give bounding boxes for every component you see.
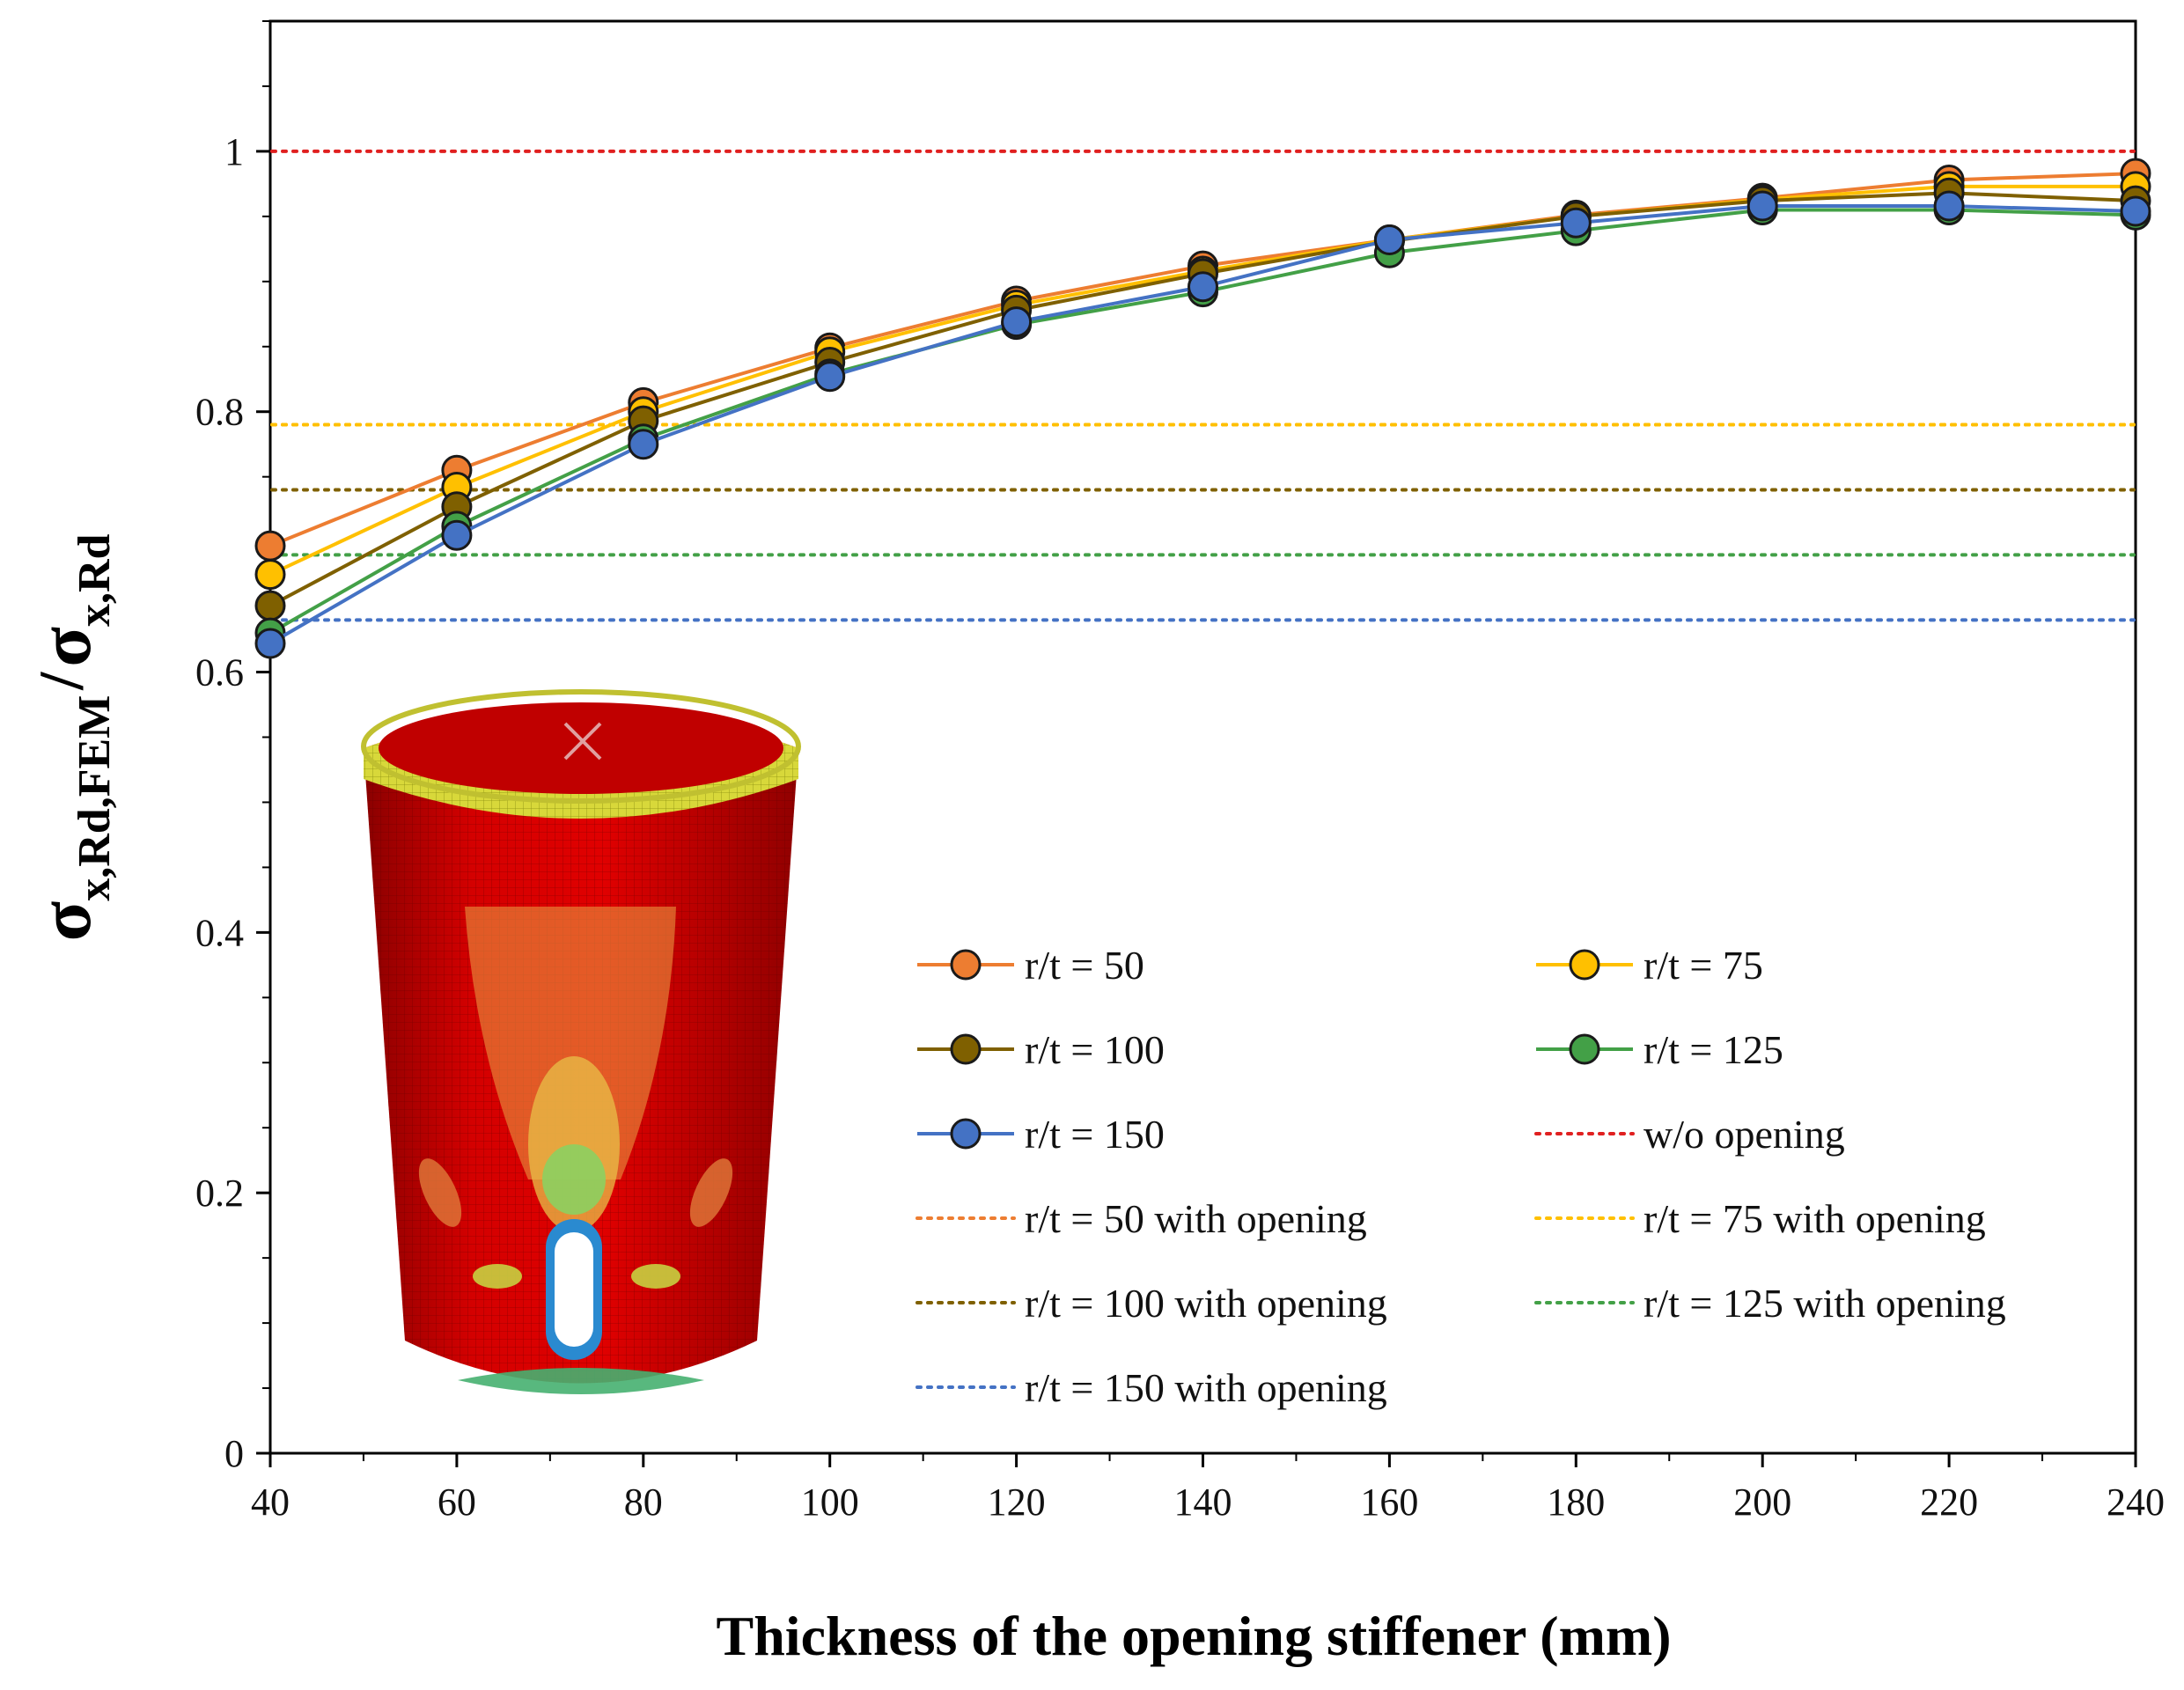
data-point	[814, 361, 846, 393]
y-title-slash: /	[26, 672, 97, 691]
x-tick-label: 40	[251, 1481, 290, 1524]
data-point	[1933, 190, 1965, 222]
x-tick-label: 100	[801, 1481, 859, 1524]
legend-item: r/t = 100	[917, 1027, 1165, 1072]
legend-label: r/t = 125 with opening	[1644, 1281, 2006, 1326]
inset-opening	[555, 1232, 593, 1347]
y-tick-label: 0.2	[195, 1172, 244, 1215]
y-title-den-sub: x,Rd	[70, 533, 120, 627]
inset-top-rim	[361, 689, 801, 804]
x-axis-title: Thickness of the opening stiffener (mm)	[717, 1605, 1672, 1667]
inset-side-spot-right-low	[631, 1264, 680, 1289]
y-title-sigma-num: σ	[25, 900, 107, 941]
legend-item: r/t = 75	[1536, 943, 1763, 988]
data-point	[628, 429, 659, 460]
legend-item: r/t = 150 with opening	[916, 1365, 1387, 1410]
y-tick-label: 0.4	[195, 911, 244, 954]
data-point	[1746, 190, 1778, 222]
x-tick-label: 220	[1920, 1481, 1978, 1524]
legend-label: r/t = 100 with opening	[1025, 1281, 1387, 1326]
y-tick-label: 0.8	[195, 391, 244, 434]
legend-label: r/t = 150 with opening	[1025, 1365, 1387, 1410]
data-point	[441, 519, 473, 551]
y-title-num-sub: x,Rd,FEM	[70, 695, 120, 901]
inset-top-inner	[379, 702, 783, 794]
legend-item: r/t = 150	[917, 1112, 1165, 1157]
legend-marker-swatch	[950, 1118, 982, 1150]
legend-label: r/t = 100	[1025, 1027, 1165, 1072]
x-tick-label: 160	[1360, 1481, 1418, 1524]
legend-label: r/t = 50 with opening	[1025, 1196, 1367, 1241]
legend-label: r/t = 75	[1644, 943, 1763, 988]
inset-side-spot-right	[689, 1158, 733, 1227]
x-tick-label: 180	[1547, 1481, 1605, 1524]
y-title-sigma-den: σ	[25, 627, 107, 667]
legend-marker-swatch	[1569, 1033, 1600, 1065]
y-tick-label: 0.6	[195, 651, 244, 694]
legend-item: r/t = 100 with opening	[916, 1281, 1387, 1326]
x-tick-label: 240	[2107, 1481, 2165, 1524]
data-point	[1373, 224, 1405, 255]
legend-item: r/t = 50 with opening	[916, 1196, 1367, 1241]
inset-center-marker	[563, 722, 602, 760]
svg-text:σx,Rd,FEM/σx,Rd: σx,Rd,FEM/σx,Rd	[25, 533, 120, 941]
data-point	[1001, 306, 1033, 338]
legend-marker-swatch	[1569, 949, 1600, 981]
legend-item: r/t = 125	[1536, 1027, 1783, 1072]
legend-label: r/t = 75 with opening	[1644, 1196, 1986, 1241]
series-group	[254, 171, 2151, 591]
data-point	[254, 628, 286, 659]
legend-item: r/t = 125 with opening	[1534, 1281, 2006, 1326]
y-axis-title: σx,Rd,FEM/σx,Rd	[25, 533, 120, 941]
inset-stress-region	[465, 907, 676, 1179]
inset-side-spot-left-low	[473, 1264, 522, 1289]
legend: r/t = 50 r/t = 75 r/t = 100 r/t = 125 r/t = …	[916, 943, 2006, 1410]
inset-stress-peak	[542, 1144, 606, 1215]
legend-item: r/t = 50	[917, 943, 1144, 988]
data-point	[254, 530, 286, 562]
legend-label: r/t = 50	[1025, 943, 1144, 988]
y-tick-label: 1	[224, 130, 244, 173]
y-tick-label: 0	[224, 1432, 244, 1475]
axes: 40 60 80 100 120 140 160 180 200 220 240 0 0.2 0.4 0.6…	[195, 20, 2165, 1524]
data-point	[2120, 195, 2151, 227]
data-point	[254, 590, 286, 621]
data-point	[1188, 271, 1218, 303]
x-tick-label: 80	[624, 1481, 663, 1524]
x-tick-label: 140	[1174, 1481, 1232, 1524]
fem-inset-image	[361, 689, 801, 1394]
legend-marker-swatch	[950, 1033, 982, 1065]
x-tick-label: 200	[1733, 1481, 1791, 1524]
series-group	[254, 190, 2151, 659]
series-line	[269, 184, 2136, 577]
legend-item: w/o opening	[1534, 1112, 1845, 1157]
legend-label: r/t = 150	[1025, 1112, 1165, 1157]
legend-marker-swatch	[950, 949, 982, 981]
data-point	[1560, 207, 1592, 239]
x-tick-label: 120	[988, 1481, 1046, 1524]
inset-side-spot-left	[418, 1158, 462, 1227]
x-tick-label: 60	[438, 1481, 476, 1524]
data-point	[254, 559, 286, 591]
inset-bottom-band	[458, 1368, 704, 1394]
series-group	[254, 158, 2151, 562]
data-series	[254, 158, 2151, 659]
legend-label: w/o opening	[1644, 1112, 1845, 1157]
legend-item: r/t = 75 with opening	[1534, 1196, 1986, 1241]
legend-label: r/t = 125	[1644, 1027, 1783, 1072]
reference-lines	[270, 149, 2136, 622]
